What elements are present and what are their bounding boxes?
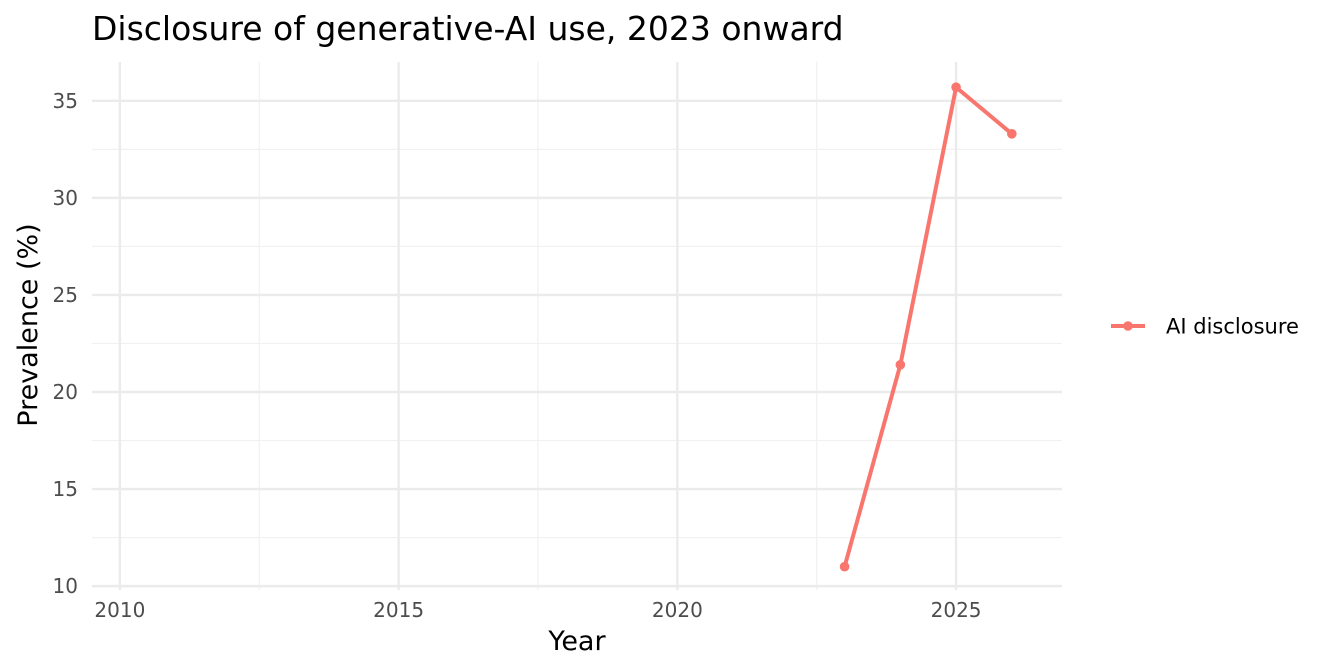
legend-key-point bbox=[1123, 321, 1133, 331]
y-tick-label: 15 bbox=[53, 477, 78, 501]
y-axis-title: Prevalence (%) bbox=[13, 223, 44, 426]
y-tick-label: 35 bbox=[53, 89, 78, 113]
grid-minor bbox=[92, 62, 1062, 590]
chart-title: Disclosure of generative-AI use, 2023 on… bbox=[92, 9, 844, 48]
series-line bbox=[842, 85, 1014, 568]
x-tick-label: 2015 bbox=[373, 598, 424, 622]
data-point bbox=[1007, 129, 1017, 139]
x-tick-label: 2025 bbox=[931, 598, 982, 622]
x-axis-ticks: 2010 2015 2020 2025 bbox=[94, 598, 981, 622]
grid-major bbox=[92, 62, 1062, 590]
y-tick-label: 20 bbox=[53, 380, 78, 404]
y-axis-ticks: 10 15 20 25 30 35 bbox=[53, 89, 78, 598]
x-tick-label: 2010 bbox=[94, 598, 145, 622]
legend: AI disclosure bbox=[1111, 315, 1299, 339]
y-tick-label: 30 bbox=[53, 186, 78, 210]
data-point bbox=[839, 561, 850, 572]
data-point bbox=[951, 82, 961, 93]
series-layer bbox=[839, 82, 1017, 572]
data-point bbox=[895, 360, 906, 370]
x-axis-title: Year bbox=[547, 626, 606, 657]
y-tick-label: 10 bbox=[53, 574, 78, 598]
x-tick-label: 2020 bbox=[652, 598, 703, 622]
y-tick-label: 25 bbox=[53, 283, 78, 307]
legend-label: AI disclosure bbox=[1166, 315, 1299, 339]
